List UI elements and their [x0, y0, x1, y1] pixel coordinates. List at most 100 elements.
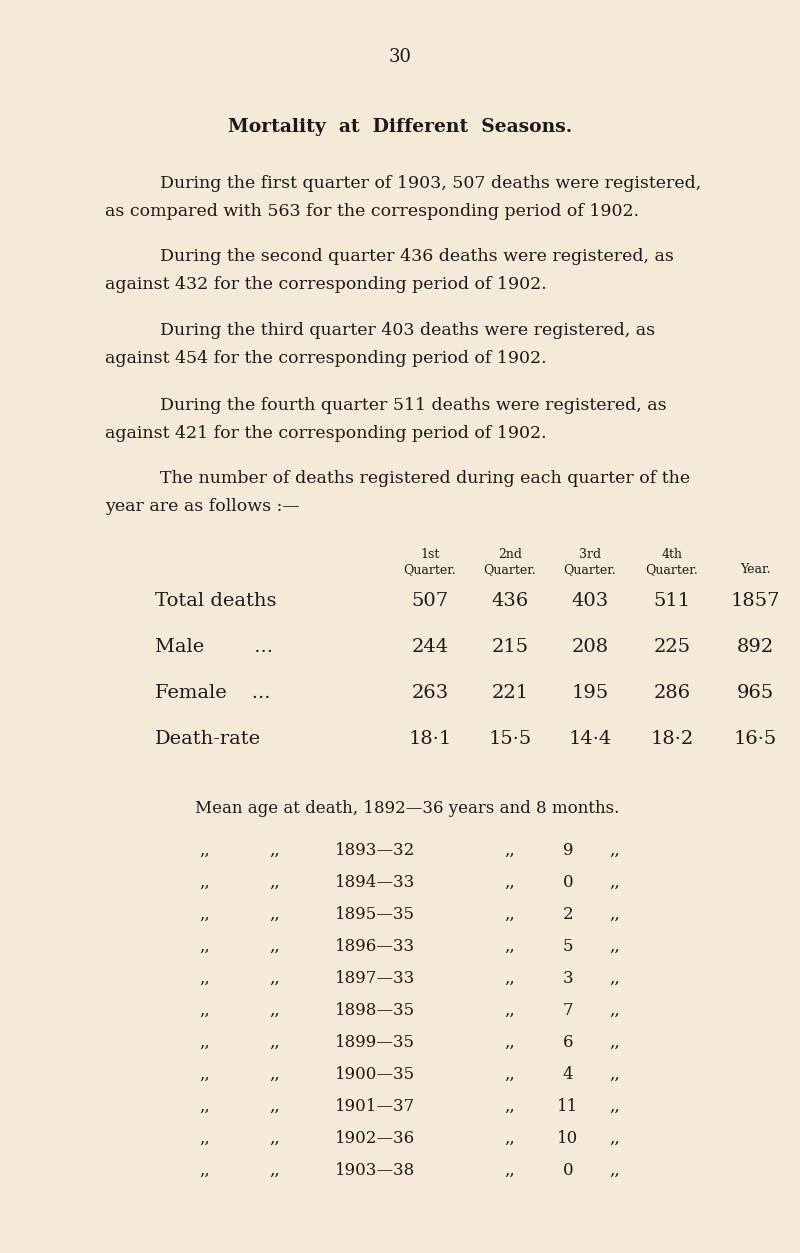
Text: ,,: ,,: [200, 1066, 210, 1083]
Text: ,,: ,,: [505, 970, 515, 987]
Text: ,,: ,,: [270, 875, 280, 891]
Text: ,,: ,,: [200, 1002, 210, 1019]
Text: ,,: ,,: [610, 938, 620, 955]
Text: ,,: ,,: [200, 938, 210, 955]
Text: 30: 30: [389, 48, 411, 66]
Text: Female    ...: Female ...: [155, 684, 270, 702]
Text: ,,: ,,: [505, 1130, 515, 1146]
Text: 403: 403: [571, 591, 609, 610]
Text: Quarter.: Quarter.: [646, 563, 698, 576]
Text: ,,: ,,: [200, 1130, 210, 1146]
Text: 1897—33: 1897—33: [335, 970, 415, 987]
Text: 0: 0: [562, 1162, 574, 1179]
Text: 16·5: 16·5: [734, 730, 777, 748]
Text: During the first quarter of 1903, 507 deaths were registered,: During the first quarter of 1903, 507 de…: [160, 175, 702, 192]
Text: Quarter.: Quarter.: [484, 563, 536, 576]
Text: ,,: ,,: [270, 906, 280, 923]
Text: 1896—33: 1896—33: [335, 938, 415, 955]
Text: ,,: ,,: [610, 1034, 620, 1051]
Text: During the fourth quarter 511 deaths were registered, as: During the fourth quarter 511 deaths wer…: [160, 397, 666, 413]
Text: The number of deaths registered during each quarter of the: The number of deaths registered during e…: [160, 470, 690, 487]
Text: Total deaths: Total deaths: [155, 591, 277, 610]
Text: 11: 11: [558, 1098, 578, 1115]
Text: ,,: ,,: [610, 1130, 620, 1146]
Text: 14·4: 14·4: [568, 730, 612, 748]
Text: 10: 10: [558, 1130, 578, 1146]
Text: Death-rate: Death-rate: [155, 730, 261, 748]
Text: against 454 for the corresponding period of 1902.: against 454 for the corresponding period…: [105, 350, 546, 367]
Text: ,,: ,,: [610, 906, 620, 923]
Text: 892: 892: [736, 638, 774, 657]
Text: 1899—35: 1899—35: [335, 1034, 415, 1051]
Text: 221: 221: [491, 684, 529, 702]
Text: 18·2: 18·2: [650, 730, 694, 748]
Text: During the second quarter 436 deaths were registered, as: During the second quarter 436 deaths wer…: [160, 248, 674, 264]
Text: ,,: ,,: [200, 970, 210, 987]
Text: 215: 215: [491, 638, 529, 657]
Text: 1903—38: 1903—38: [335, 1162, 415, 1179]
Text: 1895—35: 1895—35: [335, 906, 415, 923]
Text: Mean age at death, 1892—36 years and 8 months.: Mean age at death, 1892—36 years and 8 m…: [195, 799, 619, 817]
Text: ,,: ,,: [610, 970, 620, 987]
Text: ,,: ,,: [200, 906, 210, 923]
Text: ,,: ,,: [270, 1034, 280, 1051]
Text: ,,: ,,: [610, 875, 620, 891]
Text: 15·5: 15·5: [488, 730, 532, 748]
Text: ,,: ,,: [200, 1098, 210, 1115]
Text: ,,: ,,: [505, 842, 515, 860]
Text: year are as follows :—: year are as follows :—: [105, 497, 300, 515]
Text: ,,: ,,: [505, 1162, 515, 1179]
Text: 1893—32: 1893—32: [335, 842, 415, 860]
Text: 5: 5: [562, 938, 574, 955]
Text: Quarter.: Quarter.: [564, 563, 616, 576]
Text: ,,: ,,: [505, 875, 515, 891]
Text: ,,: ,,: [270, 1002, 280, 1019]
Text: 195: 195: [571, 684, 609, 702]
Text: 436: 436: [491, 591, 529, 610]
Text: 1857: 1857: [730, 591, 780, 610]
Text: ,,: ,,: [200, 875, 210, 891]
Text: ,,: ,,: [200, 1162, 210, 1179]
Text: 4th: 4th: [662, 548, 682, 561]
Text: ,,: ,,: [270, 970, 280, 987]
Text: 3: 3: [562, 970, 574, 987]
Text: 1900—35: 1900—35: [335, 1066, 415, 1083]
Text: 286: 286: [654, 684, 690, 702]
Text: 1894—33: 1894—33: [335, 875, 415, 891]
Text: ,,: ,,: [505, 1034, 515, 1051]
Text: 1st: 1st: [420, 548, 440, 561]
Text: 1901—37: 1901—37: [335, 1098, 415, 1115]
Text: ,,: ,,: [610, 842, 620, 860]
Text: ,,: ,,: [270, 842, 280, 860]
Text: 1902—36: 1902—36: [335, 1130, 415, 1146]
Text: ,,: ,,: [270, 1066, 280, 1083]
Text: 18·1: 18·1: [408, 730, 452, 748]
Text: ,,: ,,: [505, 1098, 515, 1115]
Text: 3rd: 3rd: [579, 548, 601, 561]
Text: 263: 263: [411, 684, 449, 702]
Text: ,,: ,,: [505, 938, 515, 955]
Text: 1898—35: 1898—35: [335, 1002, 415, 1019]
Text: ,,: ,,: [200, 842, 210, 860]
Text: ,,: ,,: [505, 1002, 515, 1019]
Text: 2nd: 2nd: [498, 548, 522, 561]
Text: Mortality  at  Different  Seasons.: Mortality at Different Seasons.: [228, 118, 572, 137]
Text: ,,: ,,: [610, 1162, 620, 1179]
Text: 0: 0: [562, 875, 574, 891]
Text: ,,: ,,: [610, 1002, 620, 1019]
Text: as compared with 563 for the corresponding period of 1902.: as compared with 563 for the correspondi…: [105, 203, 639, 221]
Text: 965: 965: [736, 684, 774, 702]
Text: 208: 208: [571, 638, 609, 657]
Text: 7: 7: [562, 1002, 574, 1019]
Text: 511: 511: [654, 591, 690, 610]
Text: ,,: ,,: [505, 1066, 515, 1083]
Text: 6: 6: [562, 1034, 574, 1051]
Text: 225: 225: [654, 638, 690, 657]
Text: ,,: ,,: [270, 938, 280, 955]
Text: against 421 for the corresponding period of 1902.: against 421 for the corresponding period…: [105, 425, 546, 442]
Text: against 432 for the corresponding period of 1902.: against 432 for the corresponding period…: [105, 276, 546, 293]
Text: ,,: ,,: [610, 1098, 620, 1115]
Text: Quarter.: Quarter.: [404, 563, 456, 576]
Text: 507: 507: [411, 591, 449, 610]
Text: 9: 9: [562, 842, 574, 860]
